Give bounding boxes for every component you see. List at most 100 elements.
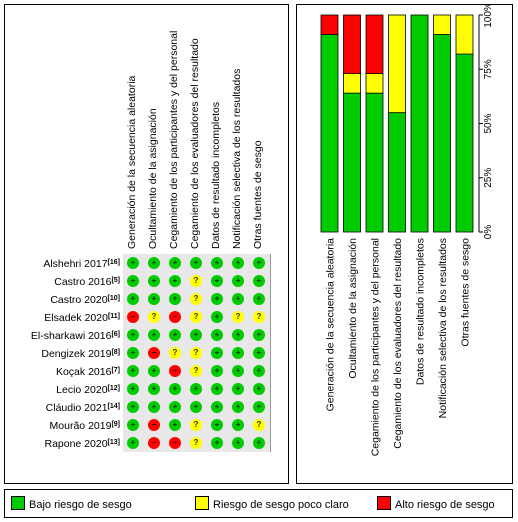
- x-tick-label: Generación de la secuencia aleatoria: [325, 238, 337, 412]
- risk-high-icon: −: [127, 311, 139, 323]
- grid-cell: +: [186, 254, 207, 272]
- grid-cell: +: [207, 290, 228, 308]
- study-reference: [6]: [111, 331, 120, 338]
- grid-cell: +: [207, 362, 228, 380]
- study-label: Cláudio 2021[14]: [5, 401, 120, 414]
- grid-cell: +: [123, 434, 144, 452]
- risk-low-icon: +: [211, 347, 223, 359]
- risk-unclear-icon: ?: [190, 419, 202, 431]
- grid-cell: +: [249, 254, 270, 272]
- grid-cell: ?: [186, 290, 207, 308]
- risk-high-icon: −: [169, 437, 181, 449]
- grid-cell: +: [186, 326, 207, 344]
- risk-low-icon: +: [211, 329, 223, 341]
- risk-unclear-icon: ?: [232, 311, 244, 323]
- study-label: El-sharkawi 2016[6]: [5, 329, 120, 342]
- legend-label-unclear: Riesgo de sesgo poco claro: [213, 499, 349, 511]
- risk-low-icon: +: [253, 347, 265, 359]
- risk-high-icon: −: [169, 365, 181, 377]
- risk-low-icon: +: [232, 275, 244, 287]
- grid-cell: +: [249, 272, 270, 290]
- bar-segment: [343, 92, 361, 233]
- grid-cell: +: [144, 290, 165, 308]
- grid-cell: +: [207, 416, 228, 434]
- risk-low-icon: +: [211, 293, 223, 305]
- grid-cell: +: [144, 326, 165, 344]
- grid-cell: +: [165, 326, 186, 344]
- grid-cell: −: [144, 344, 165, 362]
- grid-cell: +: [165, 398, 186, 416]
- grid-cell: +: [228, 272, 249, 290]
- risk-low-icon: +: [211, 401, 223, 413]
- study-name: Rapone 2020: [44, 438, 108, 450]
- study-name: Dengizek 2019: [41, 348, 112, 360]
- grid-cell: +: [123, 380, 144, 398]
- risk-low-icon: +: [148, 329, 160, 341]
- grid-cell: −: [165, 362, 186, 380]
- grid-cell: +: [228, 416, 249, 434]
- risk-of-bias-graph: Generación de la secuencia aleatoria Ocul…: [296, 2, 513, 484]
- risk-low-icon: +: [169, 275, 181, 287]
- grid-cell: +: [207, 434, 228, 452]
- risk-low-icon: +: [169, 257, 181, 269]
- risk-unclear-icon: ?: [190, 293, 202, 305]
- grid-cell: −: [123, 308, 144, 326]
- legend-item-high: Alto riesgo de sesgo: [377, 496, 495, 512]
- risk-unclear-icon: ?: [190, 311, 202, 323]
- risk-low-icon: +: [232, 329, 244, 341]
- risk-low-icon: +: [127, 275, 139, 287]
- grid-cell: +: [207, 272, 228, 290]
- grid-cell: +: [186, 398, 207, 416]
- x-tick-label: Cegamiento de los participantes y del pe…: [370, 238, 382, 456]
- grid-cell: −: [144, 434, 165, 452]
- risk-unclear-icon: ?: [190, 365, 202, 377]
- risk-low-icon: +: [148, 383, 160, 395]
- grid-cell: +: [144, 362, 165, 380]
- risk-low-icon: +: [148, 365, 160, 377]
- grid-cell: +: [165, 290, 186, 308]
- grid-cell: +: [207, 254, 228, 272]
- grid-cell: +: [207, 398, 228, 416]
- grid-cell: +: [207, 380, 228, 398]
- risk-low-icon: +: [190, 383, 202, 395]
- study-name: Castro 2016: [54, 276, 112, 288]
- risk-low-icon: +: [232, 419, 244, 431]
- grid-cell: +: [228, 380, 249, 398]
- study-name: El-sharkawi 2016: [30, 330, 112, 342]
- summary-domain-header: Cegamiento de los evaluadores del result…: [189, 38, 201, 249]
- risk-low-icon: +: [232, 293, 244, 305]
- grid-cell: +: [228, 254, 249, 272]
- study-name: Cláudio 2021: [45, 402, 108, 414]
- risk-of-bias-grid: + + + + + + + + + +? + + + + + +? + + + −? −? +?? + + + + + + + + −?? +…: [123, 254, 271, 452]
- risk-unclear-icon: ?: [190, 275, 202, 287]
- risk-unclear-icon: ?: [169, 347, 181, 359]
- grid-cell: +: [144, 254, 165, 272]
- risk-high-icon: −: [169, 311, 181, 323]
- grid-cell: +: [228, 290, 249, 308]
- summary-domain-header: Cegamiento de los participantes y del pe…: [168, 30, 180, 249]
- grid-cell: ?: [228, 308, 249, 326]
- study-reference: [8]: [111, 349, 120, 356]
- bar-segment: [433, 34, 451, 233]
- x-tick-label: Otras fuentes de sesgo: [460, 238, 472, 347]
- legend-item-low: Bajo riesgo de sesgo: [11, 496, 132, 512]
- grid-cell: ?: [144, 308, 165, 326]
- study-reference: [13]: [107, 439, 120, 446]
- risk-low-icon: +: [232, 257, 244, 269]
- grid-cell: +: [123, 362, 144, 380]
- risk-unclear-icon: ?: [190, 347, 202, 359]
- y-tick-label: 50%: [483, 113, 494, 133]
- summary-domain-header: Otras fuentes de sesgo: [252, 140, 264, 249]
- x-tick-label: Notificación selectiva de los resultados: [437, 238, 449, 418]
- bar-segment: [410, 14, 429, 233]
- study-label: Mourão 2019[9]: [5, 419, 120, 432]
- grid-cell: +: [144, 398, 165, 416]
- risk-low-icon: +: [148, 401, 160, 413]
- x-tick-label: Cegamiento de los evaluadores del result…: [392, 238, 404, 449]
- risk-low-icon: +: [169, 401, 181, 413]
- grid-cell: +: [228, 344, 249, 362]
- study-name: Lecio 2020: [56, 384, 108, 396]
- legend-swatch-unclear: [195, 496, 209, 510]
- risk-low-icon: +: [253, 383, 265, 395]
- grid-cell: +: [228, 398, 249, 416]
